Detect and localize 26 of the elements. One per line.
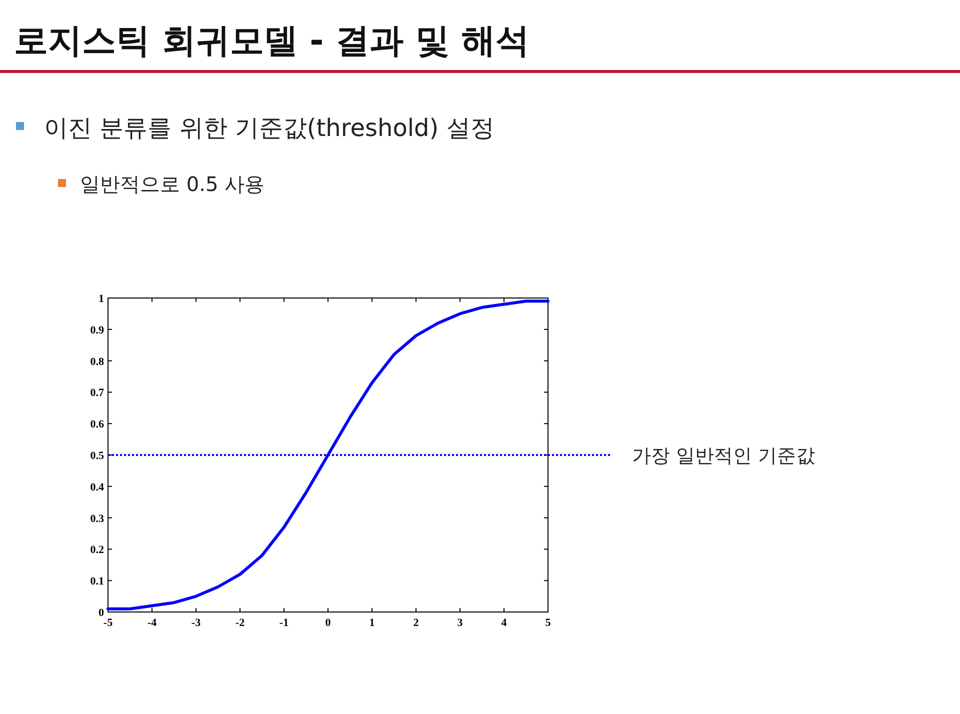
x-tick-label: -3 — [191, 617, 202, 629]
y-tick-label: 1 — [98, 293, 104, 305]
y-tick-label: 0.5 — [90, 450, 104, 462]
x-tick-label: 3 — [457, 617, 464, 629]
x-tick-label: -2 — [235, 617, 246, 629]
x-tick-label: -5 — [103, 617, 114, 629]
x-tick-label: 0 — [325, 617, 332, 629]
y-tick-label: 0.2 — [90, 544, 104, 556]
x-tick-label: 2 — [413, 617, 420, 629]
x-tick-label: 5 — [545, 617, 552, 629]
y-tick-label: 0 — [98, 607, 104, 619]
y-tick-label: 0.6 — [90, 418, 104, 431]
text: 이진 분류를 위한 기준값(threshold) 설정 — [44, 114, 494, 142]
y-tick-label: 0.9 — [90, 324, 104, 336]
y-tick-label: 0.1 — [90, 576, 104, 588]
y-tick-label: 0.7 — [90, 387, 104, 400]
chart-title: 로지스틱 회귀모델 - 결과 및 해석 — [14, 21, 530, 61]
y-tick-label: 0.4 — [90, 481, 104, 494]
x-tick-label: 1 — [369, 617, 375, 629]
x-tick-label: -4 — [147, 617, 158, 629]
x-tick-label: 4 — [501, 617, 508, 629]
y-tick-label: 0.8 — [90, 356, 104, 368]
y-tick-label: 0.3 — [90, 512, 104, 525]
text: 일반적으로 0.5 사용 — [80, 172, 265, 196]
ref-line-label: 가장 일반적인 기준값 — [632, 445, 816, 467]
x-tick-label: -1 — [279, 617, 289, 629]
